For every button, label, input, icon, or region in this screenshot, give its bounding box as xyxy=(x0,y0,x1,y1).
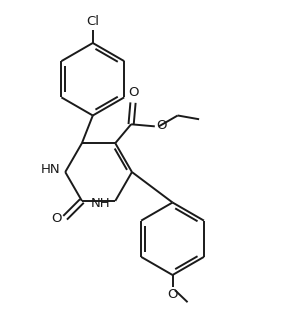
Text: O: O xyxy=(156,119,167,132)
Text: O: O xyxy=(128,86,139,99)
Text: HN: HN xyxy=(40,163,60,176)
Text: Cl: Cl xyxy=(86,15,99,28)
Text: O: O xyxy=(51,212,62,225)
Text: O: O xyxy=(167,288,178,301)
Text: NH: NH xyxy=(90,197,110,210)
